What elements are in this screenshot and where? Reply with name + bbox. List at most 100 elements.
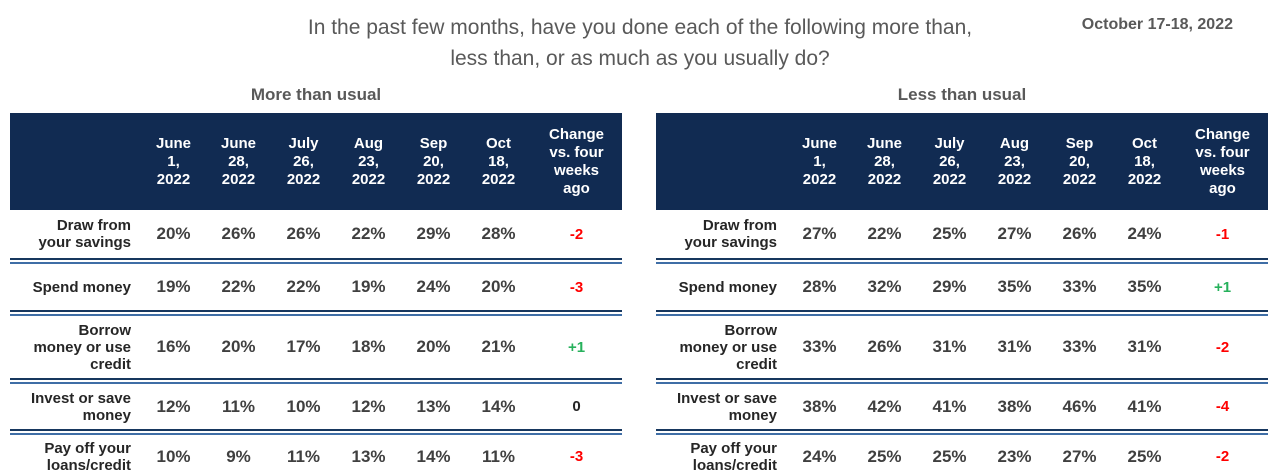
table-row: Spend money 19% 22% 22% 19% 24% 20% -3: [10, 264, 622, 310]
value-cell: 13%: [351, 446, 386, 466]
change-cell: -3: [569, 448, 584, 465]
value-cell: 33%: [1062, 277, 1097, 296]
value-cell: 18%: [351, 337, 386, 356]
value-cell: 22%: [867, 224, 902, 243]
table-header-row: June 1, 2022 June 28, 2022 July 26, 2022…: [656, 113, 1268, 210]
table-more-than-usual: More than usual June 1, 2022 June 28, 20…: [10, 84, 622, 473]
value-cell: 14%: [481, 396, 516, 416]
value-cell: 28%: [481, 224, 516, 243]
change-cell: -2: [1215, 448, 1230, 465]
value-cell: 20%: [221, 337, 256, 356]
value-cell: 41%: [1127, 396, 1162, 416]
table-title: Less than usual: [897, 85, 1027, 104]
column-header: June 1, 2022: [155, 134, 191, 188]
row-label: Draw from your savings: [38, 217, 131, 251]
value-cell: 38%: [997, 396, 1032, 416]
row-divider: [656, 378, 1268, 384]
value-cell: 27%: [1062, 446, 1097, 466]
value-cell: 10%: [156, 446, 191, 466]
value-cell: 11%: [221, 396, 256, 416]
value-cell: 23%: [997, 446, 1032, 466]
value-cell: 20%: [416, 337, 451, 356]
row-divider: [656, 429, 1268, 435]
change-cell: -4: [1215, 398, 1230, 415]
table-row: Spend money 28% 32% 29% 35% 33% 35% +1: [656, 264, 1268, 310]
value-cell: 32%: [867, 277, 902, 296]
change-column-header: Change vs. four weeks ago: [548, 125, 604, 197]
column-header: July 26, 2022: [932, 134, 967, 188]
value-cell: 17%: [286, 337, 321, 356]
change-cell: -3: [569, 278, 584, 296]
row-divider: [10, 378, 622, 384]
value-cell: 26%: [1062, 224, 1097, 243]
value-cell: 31%: [1127, 337, 1162, 356]
column-header: July 26, 2022: [286, 134, 321, 188]
value-cell: 26%: [867, 337, 902, 356]
survey-date: October 17-18, 2022: [1081, 16, 1233, 33]
row-label: Invest or save money: [30, 389, 131, 424]
table-row: Invest or save money 12% 11% 10% 12% 13%…: [10, 384, 622, 429]
value-cell: 33%: [802, 337, 837, 356]
value-cell: 22%: [351, 224, 386, 243]
change-cell: -2: [569, 225, 584, 243]
row-divider: [656, 258, 1268, 264]
table-header-row: June 1, 2022 June 28, 2022 July 26, 2022…: [10, 113, 622, 210]
column-header: June 28, 2022: [866, 134, 902, 188]
value-cell: 28%: [802, 277, 837, 296]
value-cell: 27%: [997, 224, 1032, 243]
value-cell: 16%: [156, 337, 191, 356]
value-cell: 21%: [481, 337, 516, 356]
change-cell: +1: [1213, 278, 1232, 296]
column-header: Oct 18, 2022: [481, 134, 516, 188]
value-cell: 29%: [416, 224, 451, 243]
value-cell: 31%: [997, 337, 1032, 356]
value-cell: 19%: [351, 277, 386, 296]
value-cell: 26%: [221, 224, 256, 243]
value-cell: 35%: [997, 277, 1032, 296]
value-cell: 42%: [867, 396, 902, 416]
value-cell: 11%: [481, 446, 516, 466]
value-cell: 26%: [286, 224, 321, 243]
row-label: Borrow money or use credit: [679, 321, 777, 373]
row-label: Draw from your savings: [684, 217, 777, 251]
row-label: Borrow money or use credit: [33, 321, 131, 373]
value-cell: 25%: [1127, 446, 1162, 466]
value-cell: 25%: [867, 446, 902, 466]
row-label: Invest or save money: [676, 389, 777, 424]
column-header: Sep 20, 2022: [1062, 134, 1097, 188]
value-cell: 20%: [156, 224, 191, 243]
table-row: Draw from your savings 20% 26% 26% 22% 2…: [10, 210, 622, 258]
value-cell: 12%: [351, 396, 386, 416]
row-divider: [10, 258, 622, 264]
table-row: Borrow money or use credit 16% 20% 17% 1…: [10, 316, 622, 378]
value-cell: 13%: [416, 396, 451, 416]
column-header: Oct 18, 2022: [1127, 134, 1162, 188]
table-row: Invest or save money 38% 42% 41% 38% 46%…: [656, 384, 1268, 429]
value-cell: 31%: [932, 337, 967, 356]
table-less-than-usual: Less than usual June 1, 2022 June 28, 20…: [656, 84, 1268, 473]
row-label: Spend money: [678, 278, 777, 296]
row-divider: [10, 310, 622, 316]
value-cell: 25%: [932, 224, 967, 243]
value-cell: 20%: [481, 277, 516, 296]
table-row: Draw from your savings 27% 22% 25% 27% 2…: [656, 210, 1268, 258]
value-cell: 25%: [932, 446, 967, 466]
change-cell: +1: [567, 338, 586, 356]
value-cell: 24%: [416, 277, 451, 296]
column-header: June 28, 2022: [220, 134, 256, 188]
column-header: Aug 23, 2022: [997, 134, 1032, 188]
value-cell: 22%: [221, 277, 256, 296]
value-cell: 41%: [932, 396, 967, 416]
value-cell: 24%: [802, 446, 837, 466]
value-cell: 33%: [1062, 337, 1097, 356]
change-cell: -2: [1215, 338, 1230, 356]
row-divider: [656, 310, 1268, 316]
value-cell: 35%: [1127, 277, 1162, 296]
value-cell: 12%: [156, 396, 191, 416]
value-cell: 10%: [286, 396, 321, 416]
change-cell: 0: [572, 398, 581, 415]
value-cell: 9%: [226, 446, 251, 466]
value-cell: 27%: [802, 224, 837, 243]
value-cell: 14%: [416, 446, 451, 466]
